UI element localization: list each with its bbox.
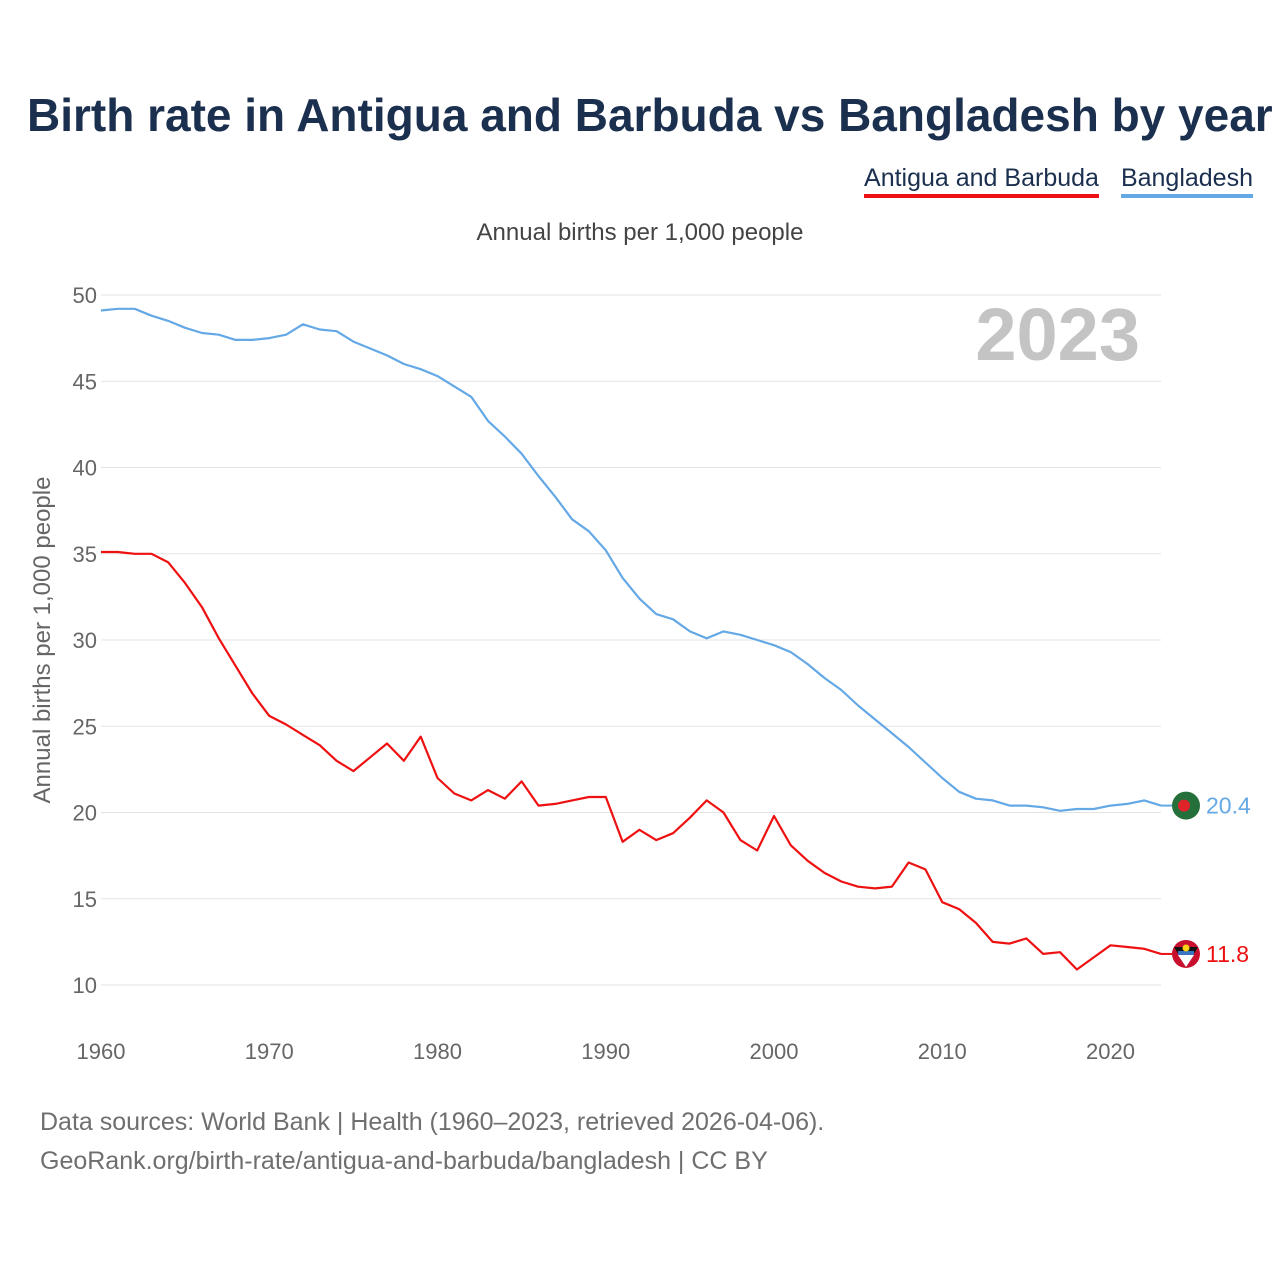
y-axis-ticks: 10 15 20 25 30 35 40 45 50 [73, 283, 97, 998]
y-tick-label: 50 [73, 283, 97, 308]
legend-item-bangladesh[interactable]: Bangladesh [1120, 164, 1253, 198]
y-tick-label: 15 [73, 887, 97, 912]
x-tick-label: 1970 [245, 1039, 294, 1064]
bangladesh-flag [1172, 791, 1200, 820]
y-axis-label: Annual births per 1,000 people [29, 477, 56, 804]
flag-blue [1178, 950, 1194, 955]
gridlines [101, 294, 1161, 986]
x-tick-label: 2000 [750, 1039, 799, 1064]
y-tick-label: 30 [73, 628, 97, 653]
series-lines [100, 307, 1162, 971]
y-tick-label: 20 [73, 801, 97, 826]
chart-subtitle: Annual births per 1,000 people [477, 219, 804, 246]
legend-item-antigua-and-barbuda[interactable]: Antigua and Barbuda [864, 164, 1099, 198]
y-tick-label: 25 [73, 714, 97, 739]
x-tick-label: 2020 [1086, 1039, 1135, 1064]
year-watermark: 2023 [975, 293, 1140, 376]
source-url: GeoRank.org/birth-rate/antigua-and-barbu… [40, 1147, 768, 1175]
y-tick-label: 40 [73, 456, 97, 481]
x-tick-label: 1980 [413, 1039, 462, 1064]
flag-white [1178, 954, 1194, 967]
footer: Data sources: World Bank | Health (1960–… [40, 1103, 824, 1181]
x-tick-label: 2010 [918, 1039, 967, 1064]
line-chart: Annual births per 1,000 people Annual bi… [29, 219, 1251, 1064]
y-tick-label: 35 [73, 542, 97, 567]
x-tick-label: 1960 [77, 1039, 126, 1064]
x-axis-ticks: 1960 1970 1980 1990 2000 2010 2020 [77, 1039, 1135, 1064]
end-value-label: 20.4 [1206, 793, 1251, 819]
flag-disc [1178, 799, 1190, 812]
legend: Antigua and Barbuda Bangladesh [864, 164, 1253, 198]
series-line-bangladesh [100, 307, 1162, 812]
end-value-label: 11.8 [1206, 941, 1249, 967]
series-line-antigua-and-barbuda [101, 550, 1162, 971]
series-end-markers: 11.8 20.4 [1161, 791, 1251, 968]
chart-title: Birth rate in Antigua and Barbuda vs Ban… [27, 89, 1273, 141]
source-note: Data sources: World Bank | Health (1960–… [40, 1108, 825, 1136]
x-tick-label: 1990 [581, 1039, 630, 1064]
y-tick-label: 10 [73, 973, 97, 998]
flag-sun [1182, 944, 1190, 952]
y-tick-label: 45 [73, 369, 97, 394]
antigua-and-barbuda-flag [1172, 939, 1200, 968]
